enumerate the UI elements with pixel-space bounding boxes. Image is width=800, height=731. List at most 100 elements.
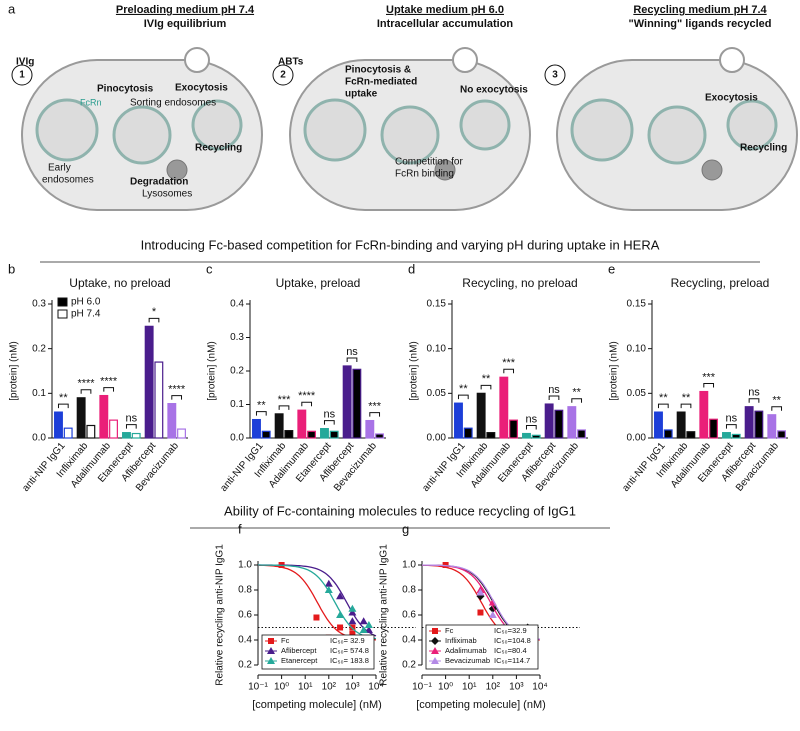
- data-point: [431, 657, 439, 664]
- bar: [177, 428, 186, 439]
- x-tick-label: 10⁻¹: [248, 682, 268, 693]
- significance-label: **: [459, 383, 468, 395]
- significance-label: **: [659, 392, 668, 404]
- data-point: [337, 624, 344, 631]
- significance-label: ****: [77, 378, 95, 390]
- significance-bracket: [525, 425, 537, 430]
- significance-bracket: [503, 368, 515, 374]
- label: Pinocytosis: [97, 84, 154, 95]
- significance-label: ****: [100, 375, 118, 387]
- significance-bracket: [680, 403, 692, 409]
- bar: [544, 403, 554, 439]
- bar: [577, 429, 586, 439]
- bar: [709, 418, 718, 439]
- data-point: [432, 628, 438, 634]
- legend-label: Infliximab: [445, 636, 477, 645]
- data-point: [336, 592, 345, 600]
- data-point: [477, 609, 484, 616]
- bar: [767, 414, 777, 439]
- x-tick-label: 10¹: [462, 682, 477, 693]
- data-point: [267, 657, 275, 664]
- bar: [122, 432, 131, 439]
- y-tick-label: 0.10: [427, 343, 447, 354]
- data-point: [267, 647, 275, 654]
- significance-bracket: [278, 405, 290, 410]
- legend-label: Adalimumab: [445, 646, 487, 655]
- y-tick-label: 1.0: [402, 560, 416, 571]
- legend-ic50: IC₅₀=114.7: [494, 656, 530, 665]
- y-tick-label: 0.05: [427, 388, 447, 399]
- x-tick-label: 10⁴: [368, 682, 383, 693]
- label: Recycling: [740, 143, 787, 154]
- data-point: [348, 617, 357, 625]
- significance-bracket: [346, 357, 358, 362]
- data-point: [488, 611, 497, 618]
- y-tick-label: 0.0: [32, 433, 46, 444]
- bar: [699, 390, 709, 439]
- legend-swatch: [57, 297, 68, 307]
- significance-bracket: [657, 403, 669, 409]
- bar: [109, 419, 118, 439]
- data-point: [324, 586, 333, 593]
- bar: [722, 432, 731, 439]
- chart-title: Uptake, preload: [276, 276, 361, 290]
- step-heading: Recycling medium pH 7.4: [633, 4, 767, 16]
- label: uptake: [345, 89, 378, 100]
- y-tick-label: 0.3: [230, 332, 244, 343]
- bar: [63, 427, 73, 439]
- bar: [154, 361, 164, 439]
- bar: [365, 419, 375, 439]
- bar: [284, 430, 294, 439]
- x-tick-label: 10²: [322, 682, 337, 693]
- data-point: [476, 588, 485, 596]
- data-point: [348, 604, 357, 612]
- label: Pinocytosis &: [345, 65, 411, 76]
- significance-bracket: [480, 384, 492, 390]
- label: FcRn: [80, 97, 102, 107]
- x-tick-label: 10²: [486, 682, 501, 693]
- bar: [567, 406, 577, 439]
- significance-bracket: [571, 398, 583, 403]
- y-tick-label: 0.2: [32, 343, 46, 354]
- bar: [522, 432, 531, 439]
- significance-label: **: [482, 373, 491, 385]
- label: Early: [48, 163, 71, 174]
- significance-bracket: [57, 403, 69, 409]
- label: Sorting endosomes: [130, 98, 216, 109]
- label: FcRn binding: [395, 169, 454, 180]
- bar: [454, 402, 463, 439]
- significance-bracket: [301, 401, 313, 407]
- legend-label: pH 6.0: [71, 297, 101, 308]
- y-tick-label: 0.6: [402, 610, 416, 621]
- significance-bracket: [457, 394, 469, 400]
- legend-ic50: IC₅₀= 183.8: [330, 656, 369, 665]
- significance-label: **: [59, 392, 68, 404]
- x-tick-label: 10⁰: [438, 682, 453, 693]
- y-tick-label: 0.4: [402, 635, 416, 646]
- label: Lysosomes: [142, 189, 192, 200]
- label: Recycling: [195, 143, 242, 154]
- x-axis-label: [competing molecule] (nM): [252, 699, 382, 711]
- y-axis-label: [protein] (nM): [207, 341, 218, 400]
- bar: [54, 411, 63, 439]
- bar: [463, 427, 473, 439]
- step-circle: [11, 64, 33, 86]
- bar: [329, 430, 339, 439]
- bar: [86, 424, 96, 439]
- y-tick-label: 0.00: [427, 433, 447, 444]
- y-axis-label: [protein] (nM): [409, 341, 420, 400]
- significance-label: *: [152, 306, 157, 318]
- label: Degradation: [130, 177, 188, 188]
- bar: [654, 411, 663, 439]
- x-tick-label: 10⁰: [274, 682, 289, 693]
- y-tick-label: 0.2: [230, 366, 244, 377]
- significance-label: ns: [748, 387, 760, 399]
- significance-label: ***: [702, 371, 716, 383]
- cell-diagram: [555, 46, 799, 212]
- step-circle: [272, 64, 294, 86]
- y-tick-label: 1.0: [238, 560, 252, 571]
- bar: [342, 365, 352, 439]
- bar: [686, 431, 696, 439]
- bar: [663, 429, 673, 439]
- bar: [307, 430, 316, 439]
